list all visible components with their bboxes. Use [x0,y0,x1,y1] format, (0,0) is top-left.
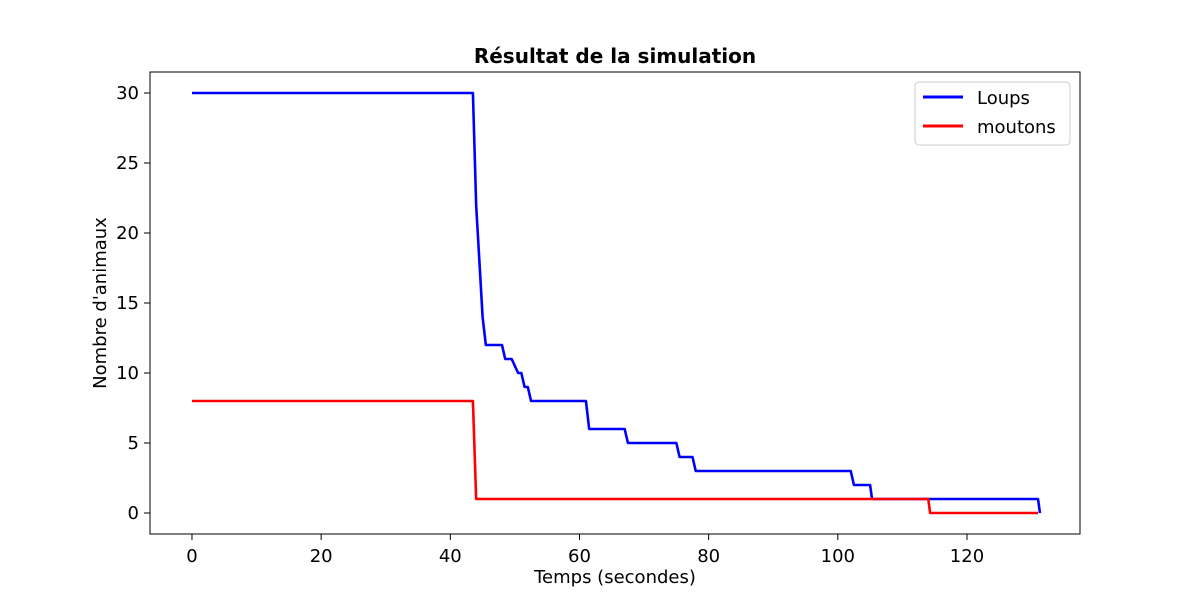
y-tick-label: 20 [116,223,139,244]
legend-label-moutons: moutons [977,117,1056,138]
y-tick-label: 15 [116,293,139,314]
x-tick-label: 120 [950,546,984,567]
x-axis-label: Temps (secondes) [533,567,696,588]
legend: Loups moutons [914,81,1071,146]
y-axis: 0 5 10 15 20 25 30 [116,83,150,524]
series-layer [191,91,1042,515]
y-tick-label: 30 [116,83,139,104]
x-tick-label: 40 [439,546,462,567]
x-tick-label: 100 [821,546,855,567]
y-tick-label: 10 [116,363,139,384]
series-line-loups [191,91,1042,514]
series-line-moutons [191,399,1039,515]
x-axis: 0 20 40 60 80 100 120 [186,534,984,567]
y-tick-label: 0 [128,503,139,524]
chart-title: Résultat de la simulation [474,44,756,68]
y-axis-label: Nombre d'animaux [90,217,111,389]
x-tick-label: 0 [186,546,197,567]
x-tick-label: 20 [310,546,333,567]
x-tick-label: 80 [697,546,720,567]
y-tick-label: 5 [128,433,139,454]
legend-label-loups: Loups [977,88,1030,109]
y-tick-label: 25 [116,153,139,174]
x-tick-label: 60 [568,546,591,567]
